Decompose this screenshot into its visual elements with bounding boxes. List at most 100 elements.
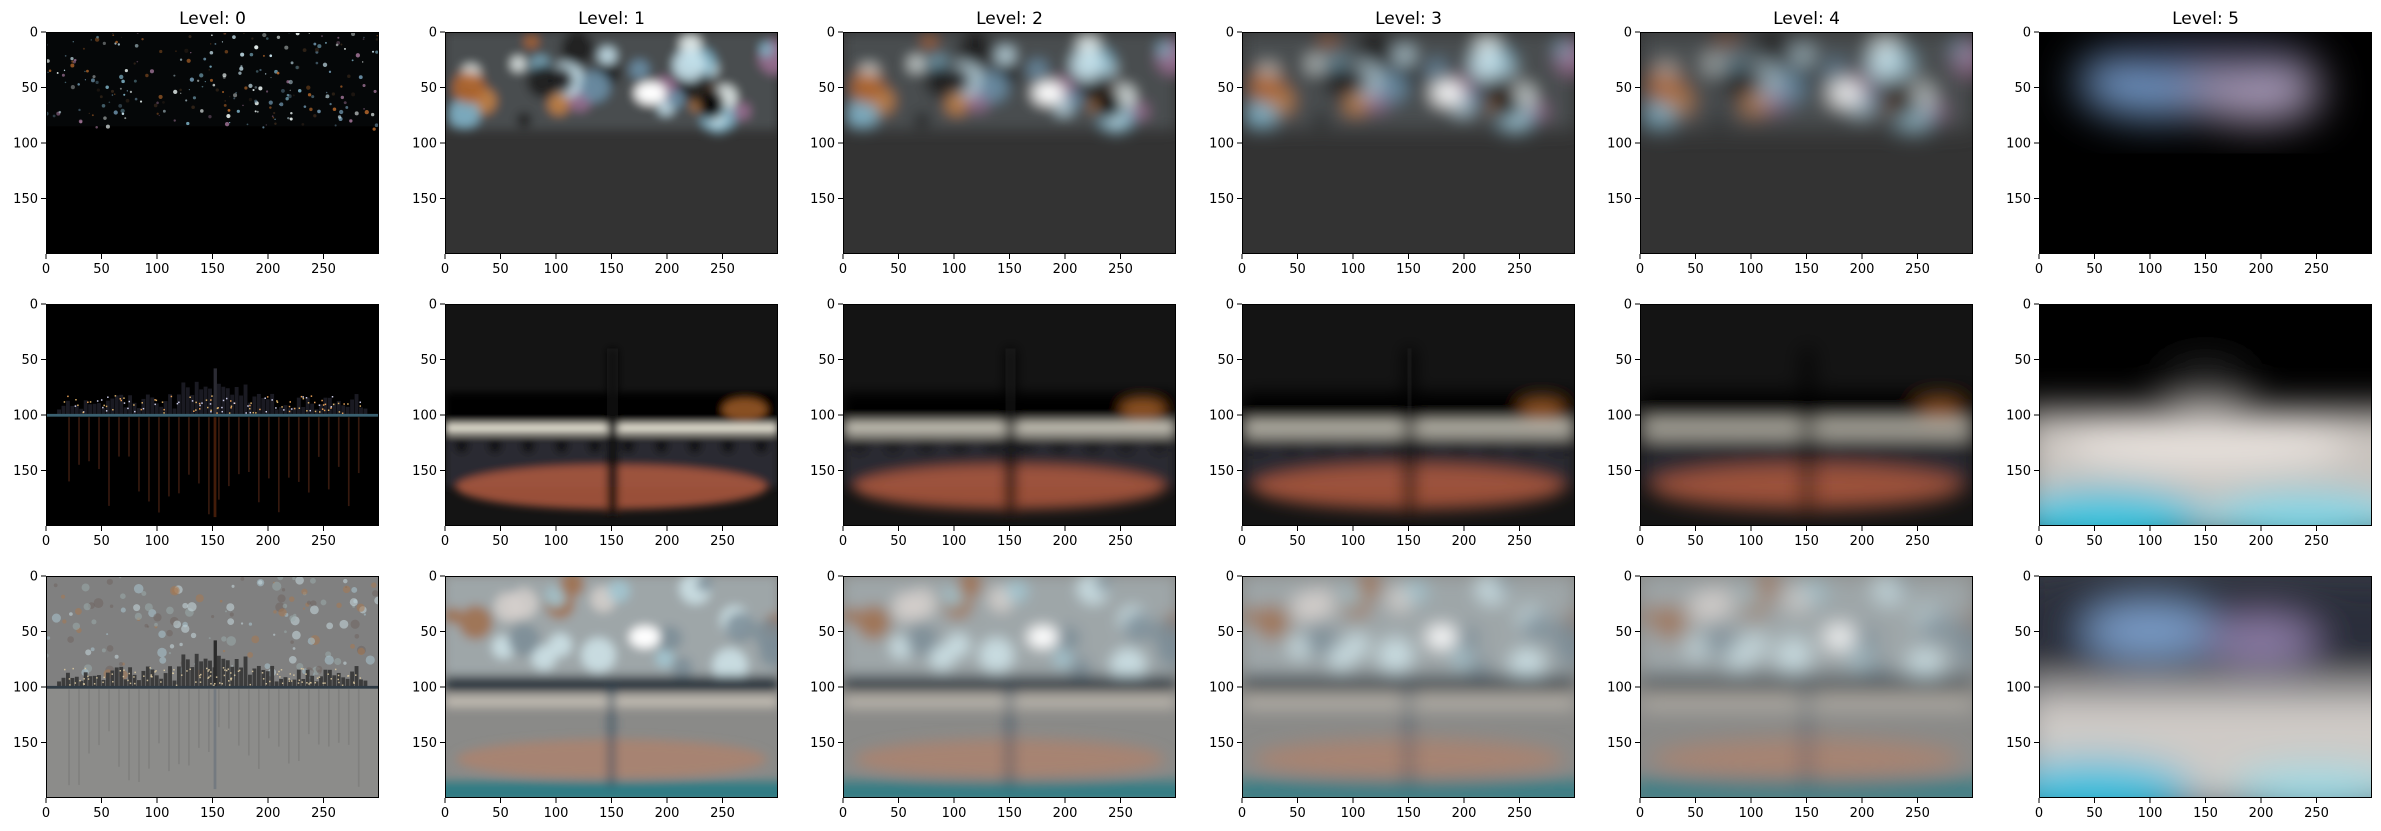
x-tick-label: 0 [839,262,847,277]
y-tick-label: 100 [810,681,835,696]
y-tick-label: 50 [2014,353,2031,368]
x-tick-label: 200 [256,534,281,549]
y-tick-label: 50 [1615,81,1632,96]
x-tick-label: 0 [42,806,50,821]
y-tick-label: 150 [1607,464,1632,479]
y-tick-label: 0 [1226,570,1234,585]
y-tick-label: 50 [1217,625,1234,640]
y-tick-label: 0 [2023,298,2031,313]
y-tick-label: 100 [1607,409,1632,424]
x-tick-label: 150 [1396,262,1421,277]
x-tick-label: 200 [1850,806,1875,821]
column-title: Level: 3 [1375,9,1442,29]
column-title: Level: 1 [578,9,645,29]
x-tick-label: 50 [93,262,110,277]
x-tick-label: 50 [1687,262,1704,277]
y-tick-label: 150 [412,192,437,207]
panel-r2-c0: 0 50 100 150 200 250 0 50 100 150 [13,570,379,821]
x-tick-label: 200 [1452,806,1477,821]
y-tick-label: 50 [21,625,38,640]
y-tick-label: 0 [30,570,38,585]
x-tick-label: 0 [1636,262,1644,277]
y-tick-label: 0 [1226,26,1234,41]
x-tick-label: 50 [1687,806,1704,821]
y-tick-label: 150 [13,736,38,751]
x-tick-label: 100 [145,806,170,821]
y-tick-label: 0 [827,26,835,41]
x-tick-label: 150 [599,262,624,277]
x-tick-label: 50 [890,806,907,821]
y-tick-label: 150 [412,736,437,751]
x-tick-label: 150 [1794,806,1819,821]
x-tick-label: 200 [256,262,281,277]
column-title: Level: 4 [1773,9,1840,29]
panel-r0-c2: 0 50 100 150 200 250 0 50 100 150 [810,26,1176,277]
x-tick-label: 150 [2193,534,2218,549]
x-tick-label: 250 [2304,534,2329,549]
y-tick-label: 100 [1607,681,1632,696]
y-tick-label: 50 [818,81,835,96]
x-tick-label: 50 [890,262,907,277]
y-tick-label: 150 [1607,192,1632,207]
y-tick-label: 150 [1209,464,1234,479]
y-tick-label: 0 [1624,298,1632,313]
x-tick-label: 200 [256,806,281,821]
axes-frame [2039,576,2372,798]
x-tick-label: 150 [1396,806,1421,821]
y-tick-label: 0 [1226,298,1234,313]
y-tick-label: 50 [1615,625,1632,640]
axes-frame [843,576,1176,798]
y-tick-label: 0 [1624,570,1632,585]
x-tick-label: 250 [1507,806,1532,821]
y-tick-label: 50 [420,353,437,368]
axes-frame [2039,304,2372,526]
y-tick-label: 0 [827,570,835,585]
y-tick-label: 50 [818,353,835,368]
y-tick-label: 100 [13,681,38,696]
y-tick-label: 50 [1217,353,1234,368]
x-tick-label: 0 [441,534,449,549]
x-tick-label: 100 [2138,534,2163,549]
x-tick-label: 50 [492,262,509,277]
axes-frame [445,32,778,254]
panel-r1-c5: 0 50 100 150 200 250 0 50 100 150 [2006,298,2372,549]
x-tick-label: 150 [1794,534,1819,549]
y-tick-label: 100 [13,409,38,424]
axes-frame [1640,32,1973,254]
x-tick-label: 200 [2249,534,2274,549]
axes-frame [1242,304,1575,526]
y-tick-label: 50 [21,353,38,368]
x-tick-label: 200 [1850,262,1875,277]
x-tick-label: 150 [997,262,1022,277]
y-tick-label: 150 [810,192,835,207]
x-tick-label: 150 [2193,262,2218,277]
x-tick-label: 50 [492,806,509,821]
x-tick-label: 100 [1341,262,1366,277]
x-tick-label: 250 [1905,262,1930,277]
x-tick-label: 0 [441,262,449,277]
x-tick-label: 0 [839,534,847,549]
panel-r1-c4: 0 50 100 150 200 250 0 50 100 150 [1607,298,1973,549]
x-tick-label: 50 [492,534,509,549]
x-tick-label: 200 [1452,262,1477,277]
y-tick-label: 100 [1209,409,1234,424]
x-tick-label: 250 [311,806,336,821]
y-tick-label: 0 [30,26,38,41]
x-tick-label: 0 [42,534,50,549]
x-tick-label: 200 [2249,262,2274,277]
x-tick-label: 250 [1905,534,1930,549]
axes-frame [46,32,379,254]
x-tick-label: 50 [1289,262,1306,277]
x-tick-label: 250 [710,262,735,277]
axes-frame [1640,304,1973,526]
axes-frame [46,304,379,526]
x-tick-label: 150 [2193,806,2218,821]
y-tick-label: 100 [412,681,437,696]
x-tick-label: 150 [200,806,225,821]
x-tick-label: 100 [2138,806,2163,821]
x-tick-label: 250 [1108,806,1133,821]
x-tick-label: 200 [1452,534,1477,549]
x-tick-label: 200 [1053,806,1078,821]
y-tick-label: 50 [818,625,835,640]
x-tick-label: 100 [145,262,170,277]
